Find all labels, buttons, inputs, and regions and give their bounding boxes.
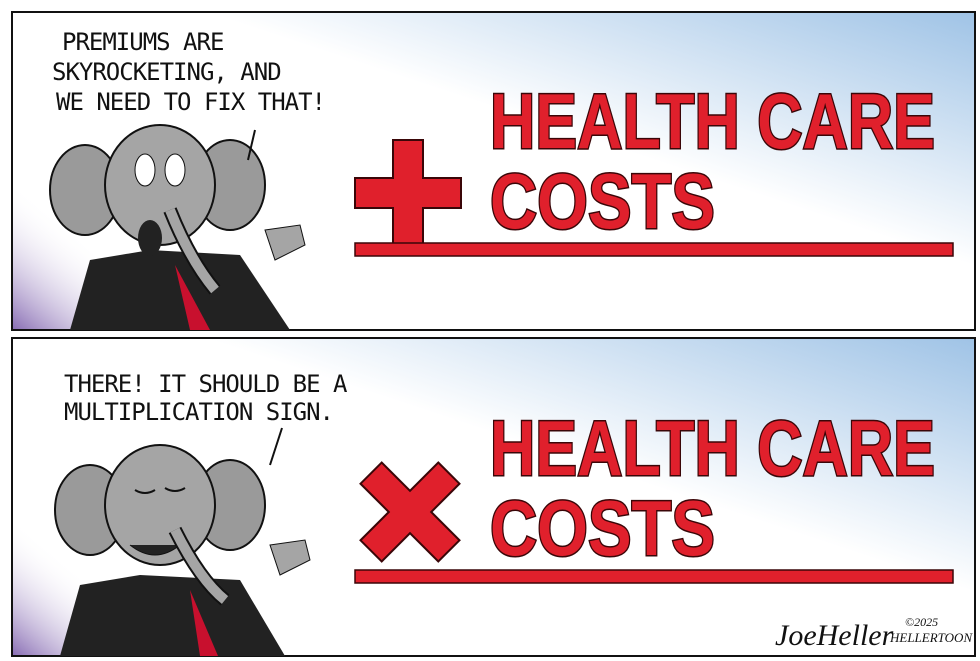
underline [355,243,953,256]
sign-line: HEALTH CARE [490,404,935,492]
panel: PREMIUMS ARE SKYROCKETING, AND WE NEED T… [12,12,975,330]
speech-line: THERE! IT SHOULD BE A [64,370,348,398]
signature-name: JoeHeller [775,619,894,652]
cartoon: PREMIUMS ARE SKYROCKETING, AND WE NEED T… [0,0,980,661]
speech-line: PREMIUMS ARE [62,28,223,56]
signature-copyright: ©2025 [905,615,938,629]
speech-line: WE NEED TO FIX THAT! [56,88,325,116]
panel: THERE! IT SHOULD BE A MULTIPLICATION SIG… [12,338,975,656]
sign-line: COSTS [490,157,715,245]
signature-site: HELLERTOON [889,630,973,645]
sign-line: COSTS [490,484,715,572]
speech-line: SKYROCKETING, AND [52,58,281,86]
speech-line: MULTIPLICATION SIGN. [64,398,333,426]
sign-line: HEALTH CARE [490,77,935,165]
underline [355,570,953,583]
